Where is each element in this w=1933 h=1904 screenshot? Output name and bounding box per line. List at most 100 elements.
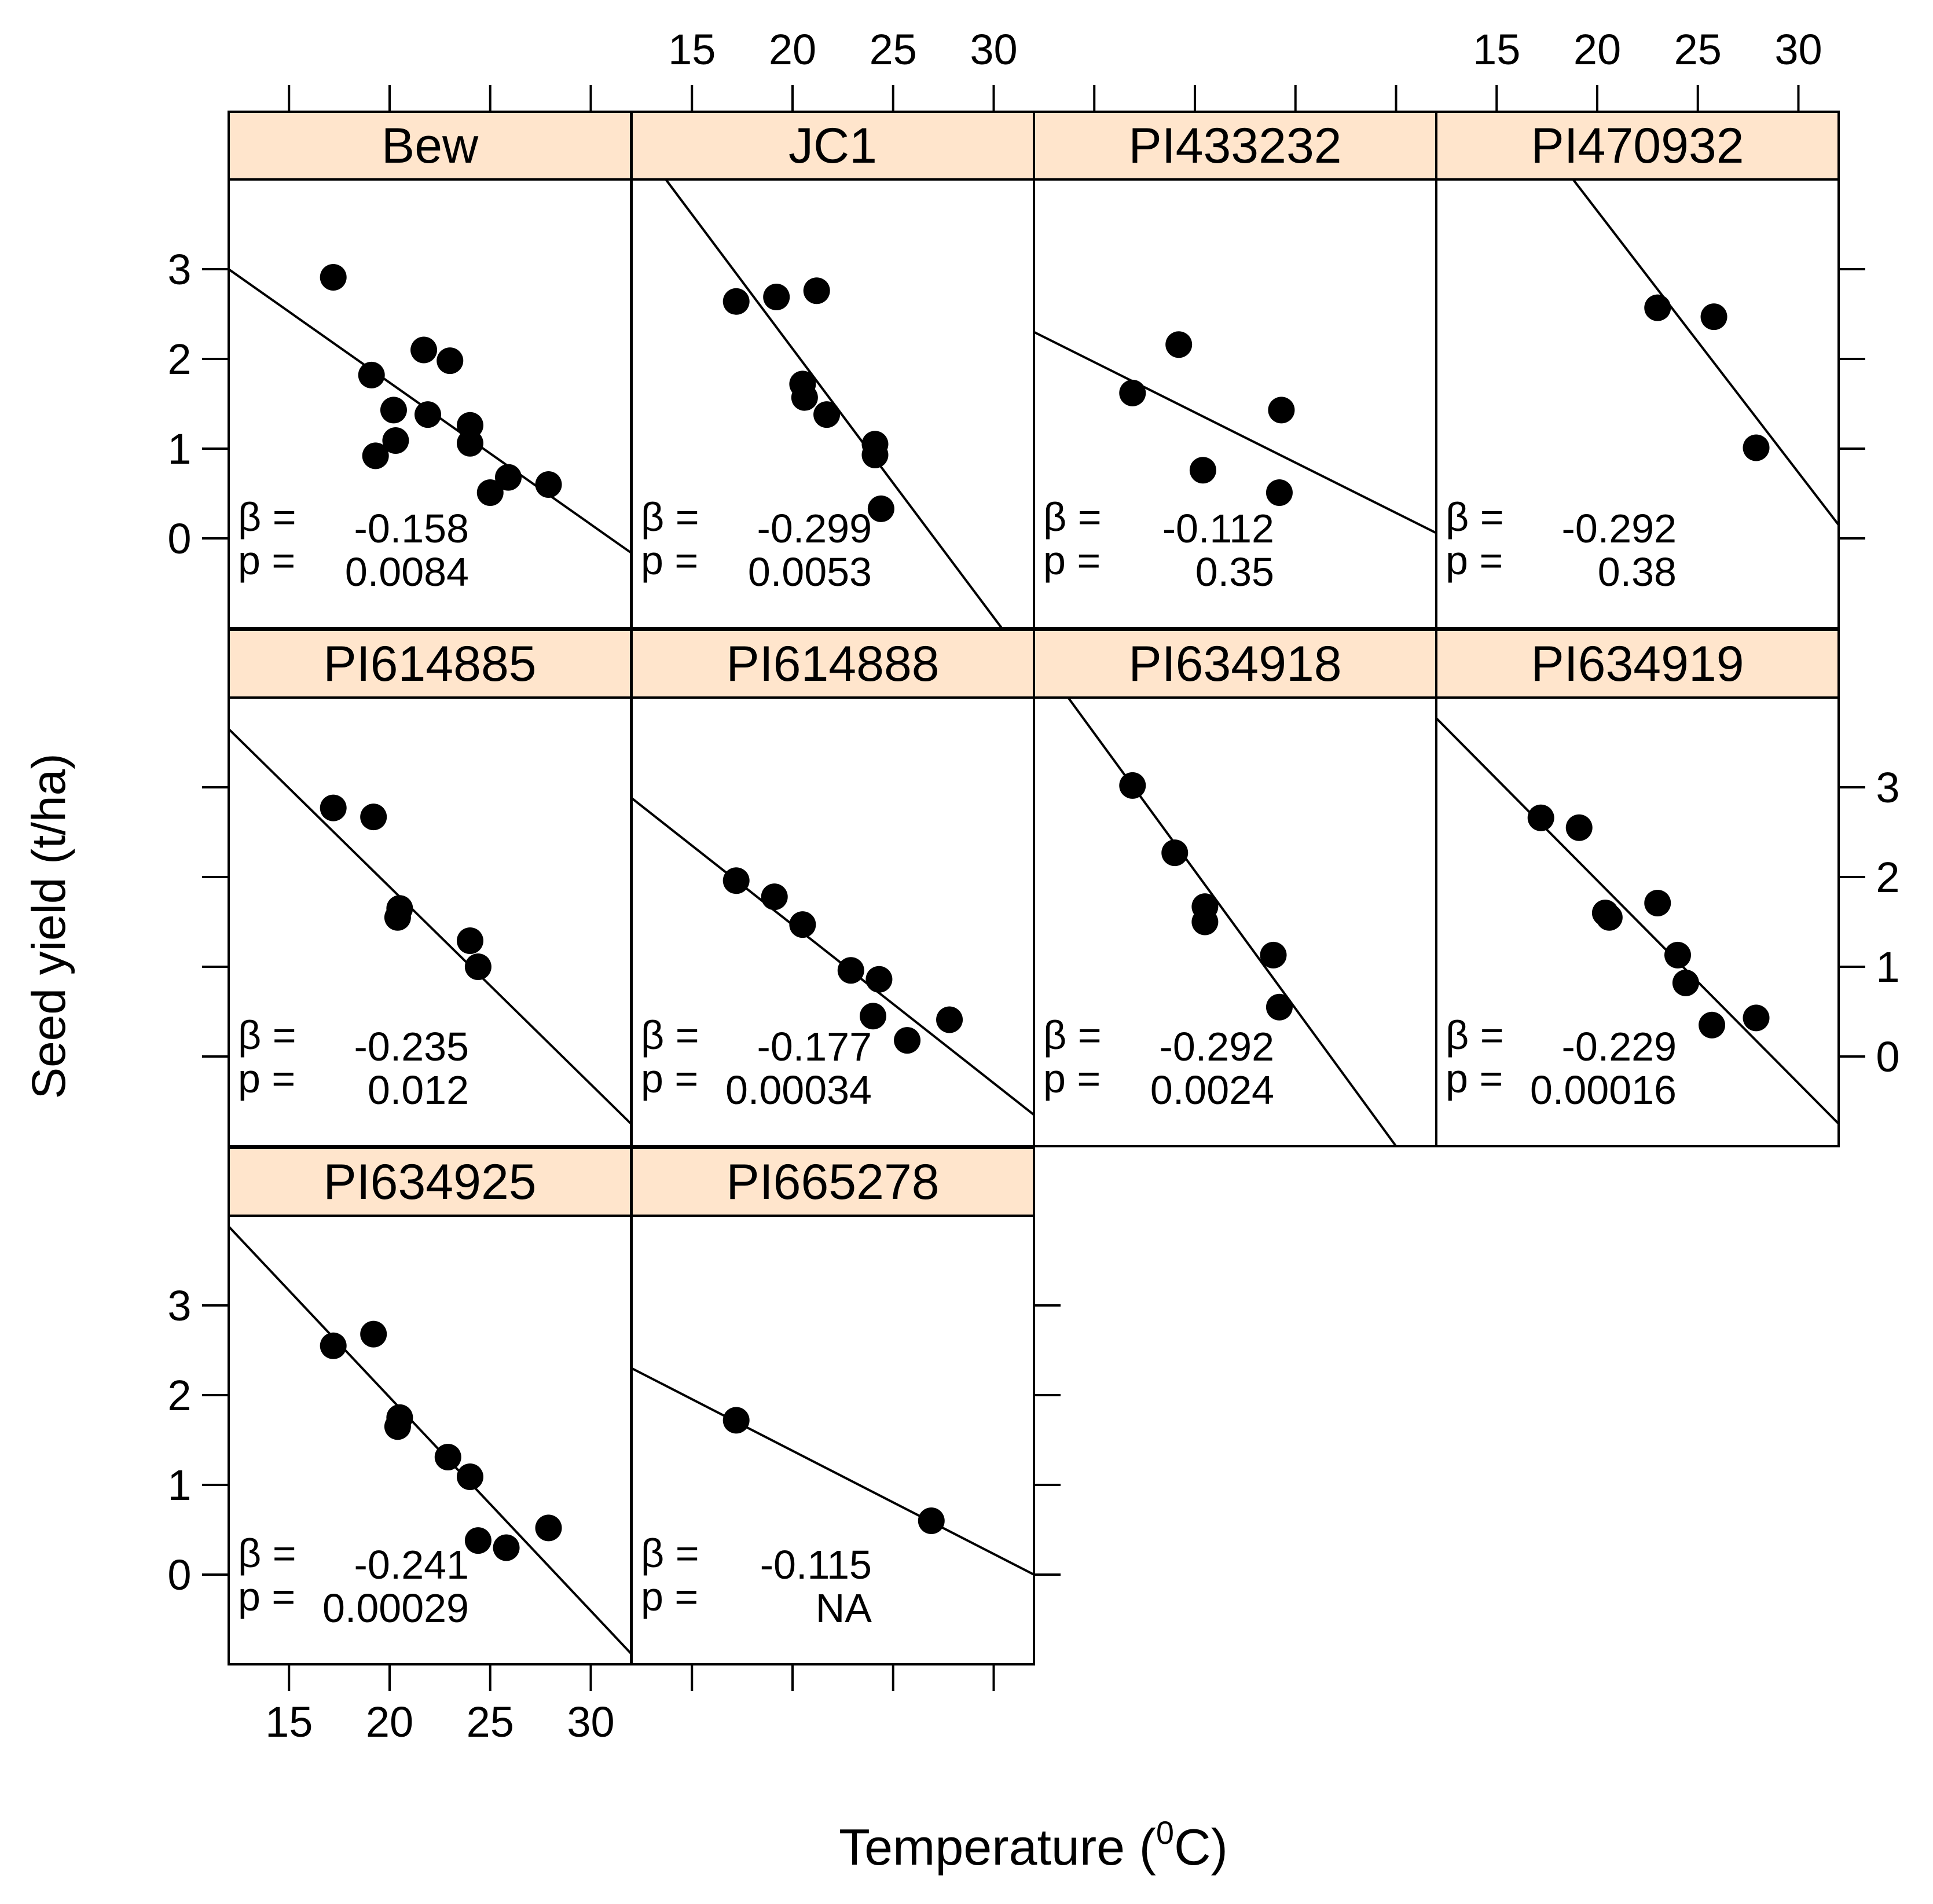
x-tick-label: 15 — [1473, 25, 1520, 74]
data-point — [1743, 434, 1770, 461]
bottom-axis-col1 — [691, 1664, 995, 1691]
p-label: p = — [641, 1574, 698, 1619]
data-point — [476, 479, 504, 506]
x-tick-label: 20 — [366, 1698, 413, 1746]
data-point — [1644, 889, 1671, 916]
panel-title: PI634919 — [1531, 636, 1744, 692]
data-point — [1700, 303, 1727, 331]
p-value: 0.00029 — [322, 1586, 469, 1631]
data-point — [1664, 941, 1691, 968]
data-point — [437, 347, 464, 375]
beta-value: -0.177 — [757, 1024, 872, 1069]
x-tick-label: 25 — [870, 25, 917, 74]
top-axis-col3: 15 20 25 30 — [1473, 25, 1822, 112]
panel-strip — [1034, 630, 1436, 698]
data-point — [1189, 457, 1216, 484]
panel-strip — [1034, 112, 1436, 179]
panel-strip — [229, 1148, 631, 1216]
data-point — [865, 966, 893, 993]
p-label: p = — [641, 538, 698, 583]
data-point — [493, 1534, 520, 1561]
data-point — [320, 263, 347, 291]
data-point — [495, 464, 522, 491]
y-tick-label: 0 — [167, 515, 191, 563]
data-point — [1672, 969, 1699, 996]
data-point — [1595, 904, 1623, 931]
data-point — [457, 430, 483, 457]
panel-title: PI470932 — [1531, 118, 1744, 174]
beta-value: -0.241 — [354, 1542, 469, 1587]
y-tick-label: 2 — [1876, 853, 1899, 901]
data-point — [837, 957, 864, 984]
data-point — [1161, 839, 1189, 867]
panel-strip — [632, 1148, 1034, 1216]
x-tick-label: 20 — [769, 25, 816, 74]
p-value: 0.35 — [1195, 549, 1274, 595]
y-tick-label: 3 — [1876, 764, 1899, 812]
left-axis-row0: 0 1 2 3 — [167, 245, 229, 563]
beta-label: β = — [1043, 1012, 1102, 1058]
p-value: 0.00034 — [725, 1067, 872, 1113]
p-value: 0.012 — [368, 1067, 469, 1113]
panel-strip — [229, 630, 631, 698]
beta-label: β = — [238, 1531, 296, 1576]
right-axis-row1: 0 1 2 3 — [1839, 764, 1900, 1081]
data-point — [320, 794, 347, 821]
data-point — [464, 1527, 491, 1554]
data-point — [410, 336, 438, 364]
p-value: 0.38 — [1598, 549, 1677, 595]
p-value: NA — [816, 1586, 872, 1631]
data-point — [1119, 772, 1146, 799]
beta-label: β = — [1043, 494, 1102, 540]
y-tick-label: 3 — [167, 245, 191, 294]
panel-strip — [1436, 630, 1839, 698]
data-point — [1165, 331, 1193, 358]
data-point — [362, 442, 389, 469]
data-point — [1119, 379, 1146, 406]
p-label: p = — [238, 1574, 295, 1619]
beta-label: β = — [641, 494, 699, 540]
data-point — [1266, 993, 1293, 1021]
regression-line — [229, 1226, 631, 1654]
panel-border — [1435, 629, 1840, 1147]
y-tick-label: 0 — [167, 1551, 191, 1599]
p-label: p = — [641, 1056, 698, 1101]
beta-label: β = — [238, 1012, 296, 1058]
data-point — [1191, 908, 1219, 936]
data-point — [722, 867, 750, 894]
data-point — [535, 471, 562, 498]
panel-border — [630, 1147, 1035, 1665]
data-point — [1699, 1011, 1726, 1039]
panel-strip — [632, 630, 1034, 698]
regression-line — [1034, 331, 1436, 534]
x-axis-label-end: C) — [1174, 1818, 1228, 1876]
beta-value: -0.112 — [1162, 506, 1274, 551]
regression-line — [1067, 698, 1398, 1146]
panel-title: PI433232 — [1128, 118, 1341, 174]
left-axis-row2: 0 1 2 3 — [167, 1282, 229, 1599]
data-point — [415, 401, 442, 428]
data-point — [936, 1006, 963, 1033]
regression-line — [632, 1367, 1034, 1576]
data-point — [791, 384, 818, 411]
y-tick-label: 0 — [1876, 1033, 1899, 1081]
data-point — [789, 911, 816, 938]
y-tick-label: 1 — [1876, 943, 1899, 991]
beta-value: -0.229 — [1562, 1024, 1677, 1069]
beta-value: -0.158 — [354, 506, 469, 551]
data-point — [464, 953, 491, 980]
data-point — [1565, 814, 1593, 841]
panel-title: PI634918 — [1128, 636, 1341, 692]
x-tick-label: 15 — [265, 1698, 313, 1746]
y-tick-label: 1 — [167, 1461, 191, 1509]
beta-label: β = — [641, 1531, 699, 1576]
p-label: p = — [1446, 538, 1503, 583]
